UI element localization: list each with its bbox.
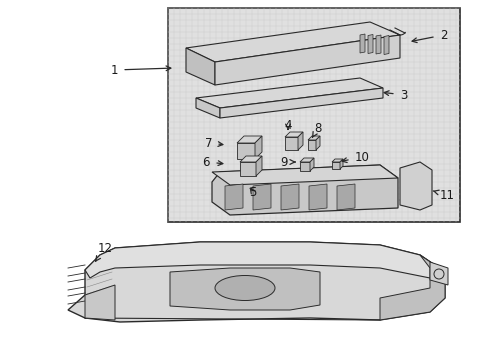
Polygon shape [315,136,319,150]
Polygon shape [240,162,256,176]
Polygon shape [307,140,315,150]
Polygon shape [185,48,215,85]
Polygon shape [212,165,397,185]
Polygon shape [367,35,372,54]
Polygon shape [285,137,297,150]
Polygon shape [185,22,399,62]
Polygon shape [212,165,397,215]
Polygon shape [399,162,431,210]
Text: 7: 7 [204,136,223,149]
Polygon shape [237,143,254,159]
Polygon shape [220,88,382,118]
Polygon shape [68,242,444,322]
Polygon shape [256,156,262,176]
Polygon shape [297,132,303,150]
Polygon shape [299,162,309,171]
Text: 1: 1 [110,63,170,77]
Polygon shape [224,184,243,210]
Polygon shape [85,242,444,278]
Text: 6: 6 [202,156,223,168]
Polygon shape [237,136,262,143]
Text: 12: 12 [96,242,112,261]
Polygon shape [309,158,313,171]
Text: 2: 2 [411,28,447,42]
Polygon shape [252,184,270,210]
Polygon shape [375,35,380,54]
Polygon shape [429,262,447,285]
Text: 8: 8 [312,122,321,138]
Text: 5: 5 [249,185,256,198]
Polygon shape [281,184,298,210]
Polygon shape [240,156,262,162]
Polygon shape [339,159,342,169]
Ellipse shape [215,275,274,301]
Polygon shape [170,268,319,310]
Polygon shape [299,158,313,162]
Polygon shape [359,34,364,53]
Polygon shape [254,136,262,159]
Polygon shape [85,285,115,320]
Polygon shape [336,184,354,210]
Polygon shape [196,98,220,118]
Polygon shape [196,78,382,108]
Polygon shape [307,136,319,140]
Polygon shape [379,255,444,320]
Polygon shape [308,184,326,210]
Polygon shape [215,35,399,85]
Text: 4: 4 [284,118,291,131]
Text: 11: 11 [432,189,454,202]
Text: 3: 3 [384,89,407,102]
Polygon shape [285,132,303,137]
Text: 9: 9 [280,156,295,168]
Polygon shape [383,36,388,54]
Polygon shape [331,162,339,169]
Bar [168,8,459,222]
Text: 10: 10 [342,150,369,163]
Polygon shape [331,159,342,162]
